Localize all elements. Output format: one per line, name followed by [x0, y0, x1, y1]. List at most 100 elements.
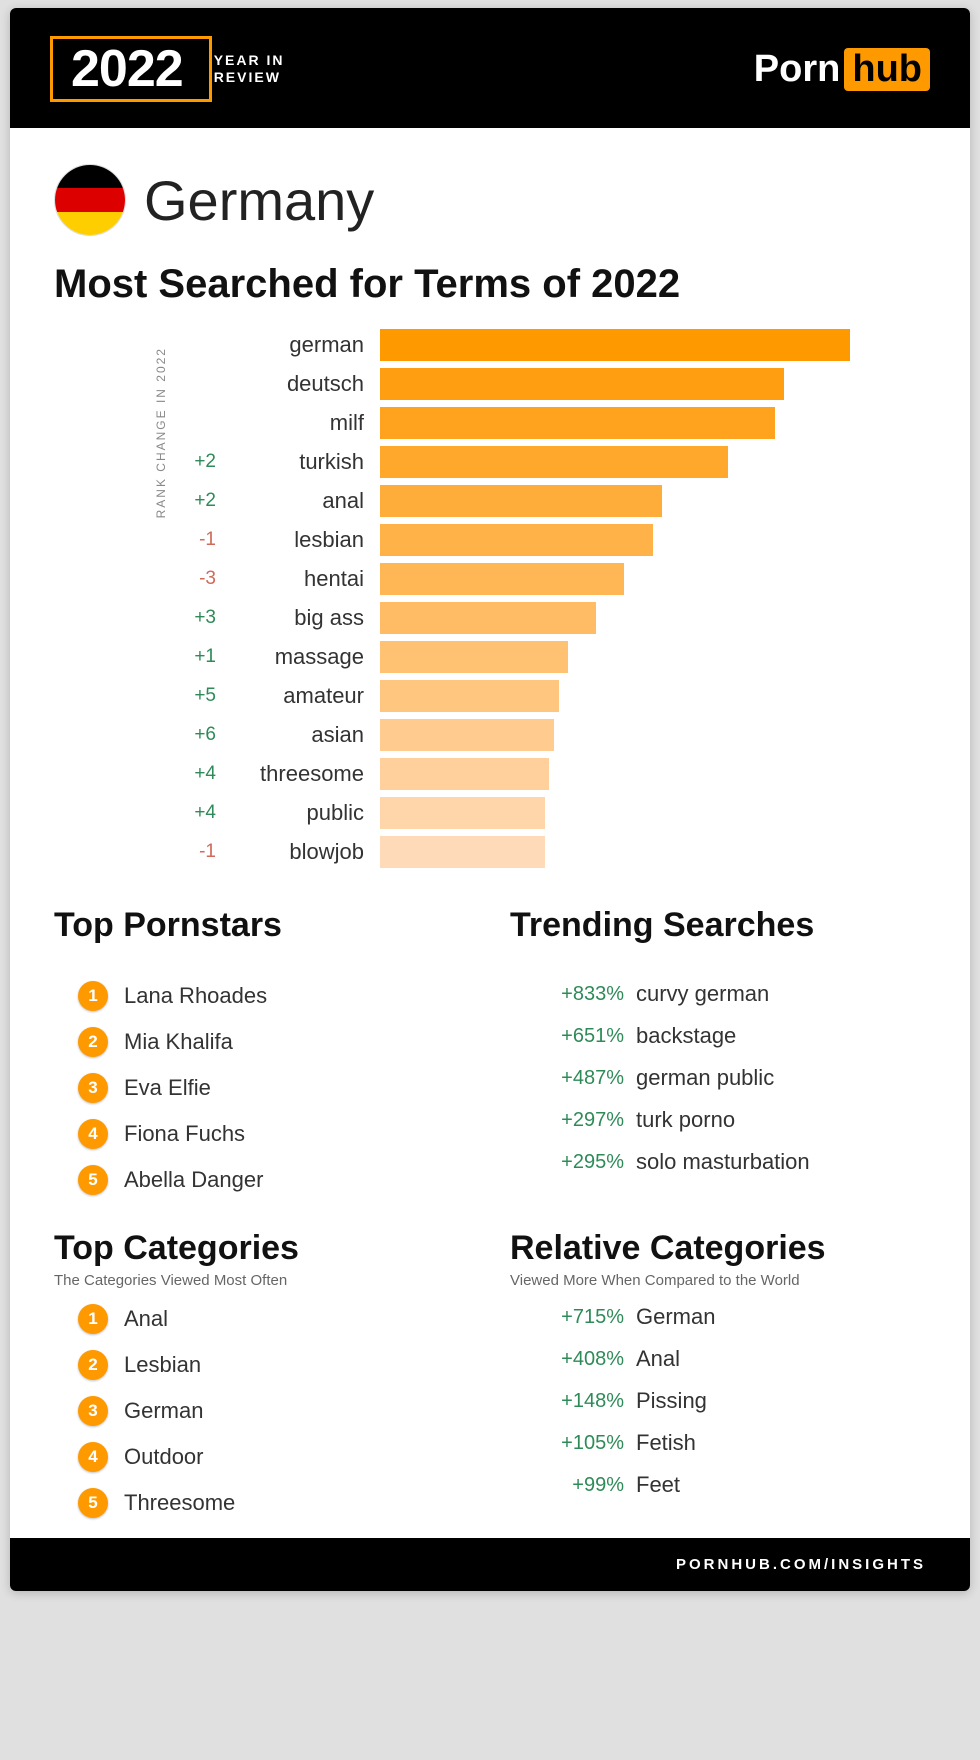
pct-value: +833%	[534, 983, 624, 1006]
bar	[380, 524, 653, 556]
country-name: Germany	[144, 168, 374, 233]
term-label: massage	[220, 644, 380, 670]
trending-block: Trending Searches +833%curvy german+651%…	[510, 906, 926, 1195]
list-text: Lesbian	[124, 1352, 201, 1378]
list-item: 3Eva Elfie	[78, 1073, 470, 1103]
list-text: Abella Danger	[124, 1167, 263, 1193]
list-title: Top Pornstars	[54, 906, 470, 945]
rank-change: +6	[168, 724, 220, 746]
pct-value: +297%	[534, 1109, 624, 1132]
chart-area: RANK CHANGE IN 2022 germandeutschmilf+2t…	[54, 327, 926, 870]
term-label: turkish	[220, 449, 380, 475]
chart-row: milf	[168, 405, 926, 441]
year-number: 2022	[71, 40, 183, 98]
pct-value: +487%	[534, 1067, 624, 1090]
chart-row: +6asian	[168, 717, 926, 753]
rank-bullet: 2	[78, 1027, 108, 1057]
list-text: Anal	[636, 1346, 680, 1372]
bar	[380, 368, 784, 400]
bar	[380, 485, 662, 517]
country-row: Germany	[54, 164, 926, 236]
term-label: asian	[220, 722, 380, 748]
list-item: +148% Pissing	[534, 1388, 926, 1414]
term-label: public	[220, 800, 380, 826]
term-label: hentai	[220, 566, 380, 592]
list-text: curvy german	[636, 981, 769, 1007]
list-item: 1 Anal	[78, 1304, 470, 1334]
chart-rows: germandeutschmilf+2turkish+2anal-1lesbia…	[168, 327, 926, 870]
list-text: German	[636, 1304, 715, 1330]
bar	[380, 836, 545, 868]
chart-row: +4threesome	[168, 756, 926, 792]
bar-cell	[380, 758, 926, 790]
chart-row: +2anal	[168, 483, 926, 519]
list-item: +487%german public	[534, 1065, 926, 1091]
list-item: +295%solo masturbation	[534, 1149, 926, 1175]
top-categories-block: Top Categories The Categories Viewed Mos…	[54, 1229, 470, 1518]
list-text: Outdoor	[124, 1444, 204, 1470]
term-label: anal	[220, 488, 380, 514]
list-text: Pissing	[636, 1388, 707, 1414]
chart-row: deutsch	[168, 366, 926, 402]
chart-row: german	[168, 327, 926, 363]
bar-cell	[380, 719, 926, 751]
list-item: 4Outdoor	[78, 1442, 470, 1472]
top-categories-items: 1Anal2Lesbian3German4Outdoor5Threesome	[54, 1304, 470, 1518]
bar	[380, 680, 559, 712]
flag-stripe-1	[55, 165, 125, 188]
rank-bullet: 4	[78, 1119, 108, 1149]
list-title: Trending Searches	[510, 906, 926, 945]
list-title: Top Categories	[54, 1229, 470, 1268]
rank-bullet: 1	[78, 1304, 108, 1334]
bar	[380, 797, 545, 829]
searched-title: Most Searched for Terms of 2022	[54, 262, 926, 307]
rank-change: +3	[168, 607, 220, 629]
term-label: threesome	[220, 761, 380, 787]
list-item: 2Mia Khalifa	[78, 1027, 470, 1057]
bar	[380, 641, 568, 673]
bar-cell	[380, 368, 926, 400]
flag-icon	[54, 164, 126, 236]
list-item: 5Abella Danger	[78, 1165, 470, 1195]
list-item: +99%Feet	[534, 1472, 926, 1498]
bar	[380, 602, 596, 634]
bar-cell	[380, 602, 926, 634]
infographic-card: 2022 YEAR IN REVIEW Porn hub Germany Mos…	[10, 8, 970, 1591]
list-item: +105%Fetish	[534, 1430, 926, 1456]
rank-change: +1	[168, 646, 220, 668]
brand-right: hub	[844, 48, 930, 91]
top-pornstars-items: 1Lana Rhoades 2Mia Khalifa 3Eva Elfie 4Fion…	[54, 981, 470, 1195]
list-subtitle: Viewed More When Compared to the World	[510, 1272, 926, 1290]
year-frame: 2022	[50, 36, 212, 102]
bar	[380, 329, 850, 361]
bar-cell	[380, 485, 926, 517]
list-item: +715% German	[534, 1304, 926, 1330]
list-item: 1Lana Rhoades	[78, 981, 470, 1011]
relative-categories-block: Relative Categories Viewed More When Com…	[510, 1229, 926, 1518]
list-item: 4Fiona Fuchs	[78, 1119, 470, 1149]
pct-value: +715%	[534, 1306, 624, 1329]
list-text: Fetish	[636, 1430, 696, 1456]
rank-change: +2	[168, 451, 220, 473]
rank-change: +4	[168, 802, 220, 824]
term-label: german	[220, 332, 380, 358]
list-text: Threesome	[124, 1490, 235, 1516]
list-text: Anal	[124, 1306, 168, 1332]
pct-value: +148%	[534, 1390, 624, 1413]
list-text: turk porno	[636, 1107, 735, 1133]
rank-bullet: 3	[78, 1073, 108, 1103]
list-item: +408% Anal	[534, 1346, 926, 1372]
bar-cell	[380, 563, 926, 595]
bar-cell	[380, 641, 926, 673]
header: 2022 YEAR IN REVIEW Porn hub	[10, 8, 970, 128]
pct-value: +408%	[534, 1348, 624, 1371]
chart-row: +5amateur	[168, 678, 926, 714]
brand-left: Porn	[754, 48, 841, 91]
chart-row: -1lesbian	[168, 522, 926, 558]
lists-grid: Top Pornstars 1Lana Rhoades 2Mia Khalifa 3…	[54, 906, 926, 1518]
rank-change: +2	[168, 490, 220, 512]
axis-label: RANK CHANGE IN 2022	[154, 347, 168, 518]
term-label: amateur	[220, 683, 380, 709]
list-subtitle	[510, 949, 926, 967]
term-label: blowjob	[220, 839, 380, 865]
